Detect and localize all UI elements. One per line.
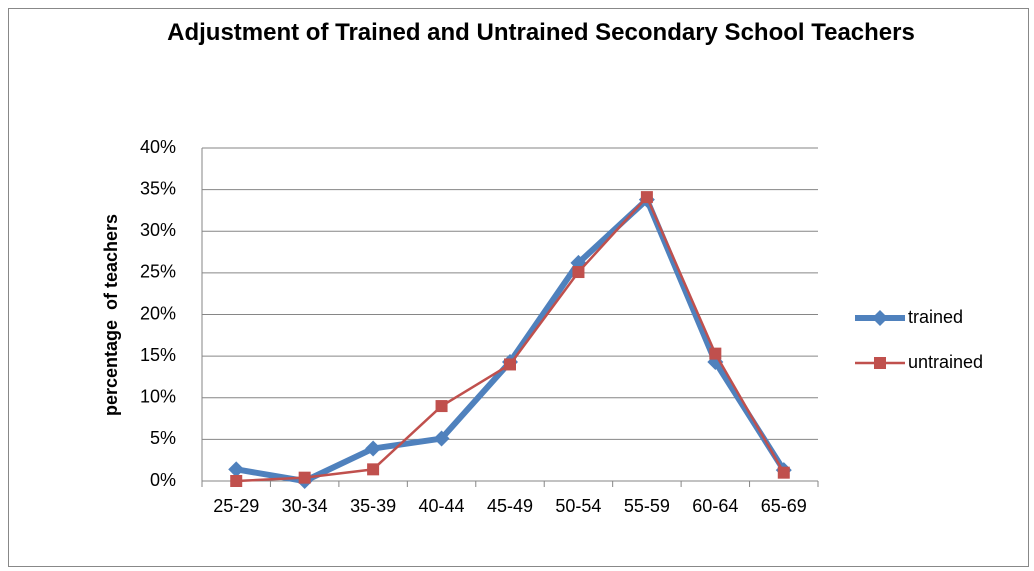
x-tick-label: 35-39	[350, 496, 396, 516]
x-tick-label: 25-29	[213, 496, 259, 516]
legend-marker	[872, 310, 888, 326]
y-tick-label: 0%	[150, 470, 176, 490]
x-tick-label: 40-44	[419, 496, 465, 516]
legend-label: trained	[908, 307, 963, 327]
x-tick-label: 65-69	[761, 496, 807, 516]
marker-square	[367, 463, 380, 476]
marker-square	[298, 471, 311, 484]
marker-square	[709, 347, 722, 360]
marker-diamond	[365, 440, 382, 457]
marker-square	[572, 266, 585, 279]
y-tick-label: 30%	[140, 220, 176, 240]
y-tick-label: 5%	[150, 428, 176, 448]
marker-diamond	[433, 430, 450, 447]
legend-label: untrained	[908, 352, 983, 372]
x-tick-label: 45-49	[487, 496, 533, 516]
marker-square	[777, 466, 790, 479]
marker-square	[640, 191, 653, 204]
marker-square	[230, 475, 243, 487]
marker-square	[435, 400, 448, 413]
y-axis-label: percentage of teachers	[101, 214, 121, 416]
chart-title: Adjustment of Trained and Untrained Seco…	[167, 19, 915, 46]
legend-marker	[874, 357, 886, 369]
y-tick-label: 35%	[140, 178, 176, 198]
y-tick-label: 10%	[140, 387, 176, 407]
marker-diamond	[228, 461, 245, 478]
chart-border	[8, 8, 1029, 567]
y-tick-label: 20%	[140, 303, 176, 323]
x-tick-label: 55-59	[624, 496, 670, 516]
x-tick-label: 50-54	[555, 496, 601, 516]
y-tick-label: 25%	[140, 262, 176, 282]
x-tick-label: 60-64	[692, 496, 738, 516]
x-tick-label: 30-34	[282, 496, 328, 516]
marker-square	[504, 358, 516, 371]
y-tick-label: 40%	[140, 137, 176, 157]
y-tick-label: 15%	[140, 345, 176, 365]
